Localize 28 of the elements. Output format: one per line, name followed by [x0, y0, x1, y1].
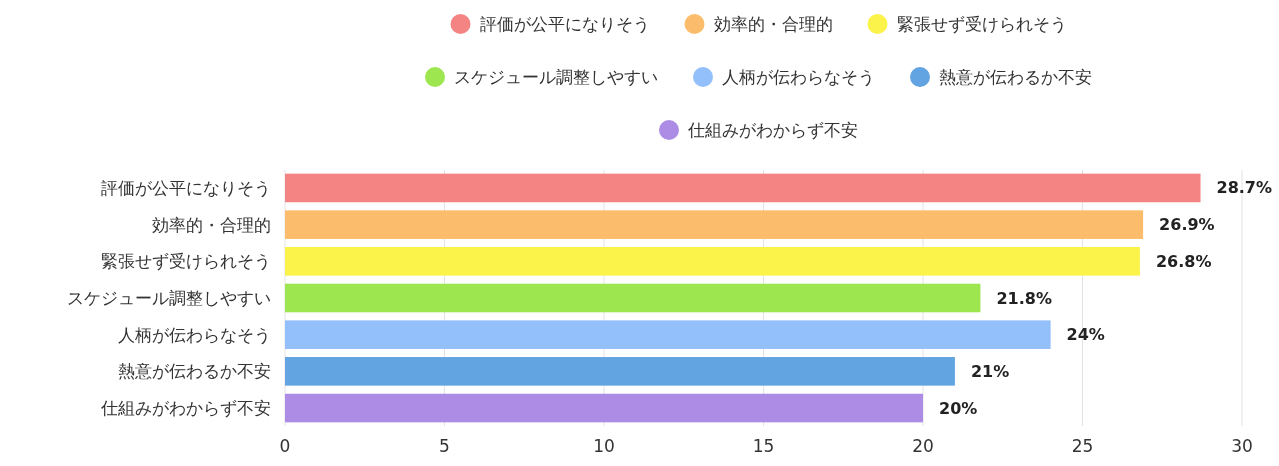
x-tick-label: 20 [912, 436, 934, 456]
data-label: 21.8% [996, 288, 1052, 308]
data-label: 26.9% [1159, 215, 1215, 235]
data-label: 24% [1066, 325, 1105, 345]
x-tick-label: 15 [752, 436, 775, 456]
data-label: 28.7% [1216, 178, 1273, 198]
x-tick-label: 25 [1071, 436, 1094, 456]
y-tick-label: 評価が公平になりそう [101, 177, 271, 198]
x-tick-label: 0 [279, 436, 291, 456]
data-label: 21% [970, 361, 1010, 381]
y-tick-label: 効率的・合理的 [152, 214, 271, 235]
x-tick-label: 5 [439, 436, 450, 456]
legend-label: スケジュール調整しやすい [454, 67, 658, 87]
y-tick-label: 熱意が伝わるか不安 [118, 361, 271, 382]
data-label: 20% [939, 398, 978, 418]
legend-label: 評価が公平になりそう [479, 14, 650, 34]
legend-label: 緊張せず受けられそう [896, 14, 1067, 34]
x-tick-label: 10 [593, 436, 615, 456]
legend-label: 熱意が伝わるか不安 [939, 67, 1092, 87]
x-tick-label: 30 [1231, 436, 1253, 456]
y-tick-label: スケジュール調整しやすい [67, 288, 271, 308]
legend-label: 仕組みがわからず不安 [687, 120, 858, 140]
y-tick-label: 人柄が伝わらなそう [118, 324, 271, 345]
data-label: 26.8% [1155, 251, 1212, 271]
legend-label: 効率的・合理的 [713, 14, 833, 34]
y-tick-label: 仕組みがわからず不安 [100, 398, 271, 419]
legend-label: 人柄が伝わらなそう [722, 67, 875, 87]
y-tick-label: 緊張せず受けられそう [101, 251, 271, 272]
